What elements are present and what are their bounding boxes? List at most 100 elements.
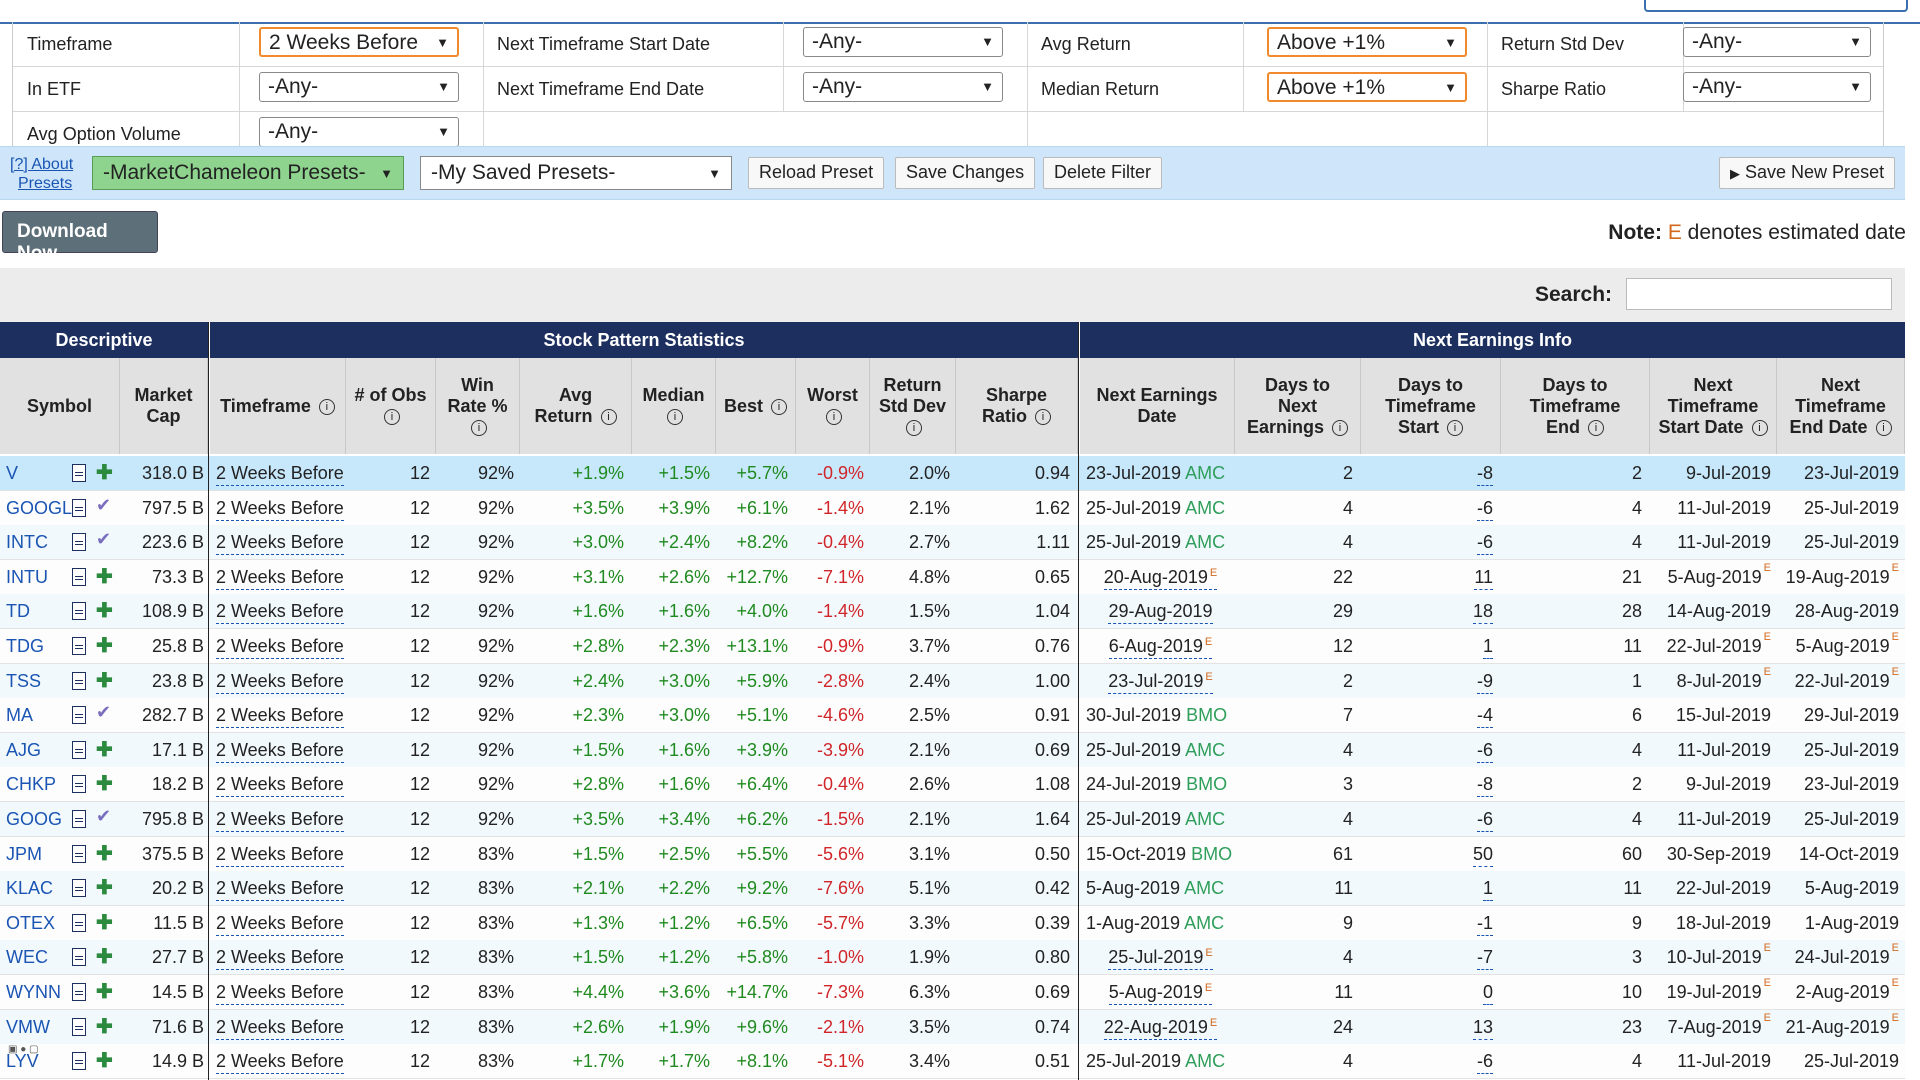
timeframe-link[interactable]: 2 Weeks Before <box>216 1049 344 1074</box>
my-presets-select[interactable]: -My Saved Presets- ▼ <box>420 156 732 190</box>
earnings-date[interactable]: 5-Aug-2019 E <box>1108 980 1213 1005</box>
in-etf-select[interactable]: -Any- ▼ <box>259 72 459 102</box>
header-med[interactable]: Median i <box>632 358 716 454</box>
days-to-start[interactable]: 1 <box>1482 634 1493 659</box>
days-to-start[interactable]: -7 <box>1476 945 1493 970</box>
document-icon[interactable] <box>72 602 86 620</box>
days-to-start[interactable]: -9 <box>1476 669 1493 694</box>
document-icon[interactable] <box>72 637 86 655</box>
save-changes-button[interactable]: Save Changes <box>895 157 1036 189</box>
mc-presets-select[interactable]: -MarketChameleon Presets- ▼ <box>92 156 404 190</box>
symbol-link[interactable]: KLAC <box>6 878 54 898</box>
header-d2n[interactable]: Days to Next Earnings i <box>1235 358 1361 454</box>
delete-filter-button[interactable]: Delete Filter <box>1043 157 1163 189</box>
add-watchlist-icon[interactable]: ✚ <box>96 877 113 899</box>
add-watchlist-icon[interactable]: ✚ <box>96 566 113 588</box>
header-ns[interactable]: Next Timeframe Start Date i <box>1650 358 1777 454</box>
earnings-date[interactable]: 20-Aug-2019 E <box>1103 565 1218 590</box>
add-watchlist-icon[interactable]: ✚ <box>96 635 113 657</box>
header-tf[interactable]: Timeframe i <box>210 358 346 454</box>
timeframe-link[interactable]: 2 Weeks Before <box>216 461 344 486</box>
document-icon[interactable] <box>72 741 86 759</box>
next-start-select[interactable]: -Any- ▼ <box>803 27 1003 57</box>
document-icon[interactable] <box>72 983 86 1001</box>
timeframe-link[interactable]: 2 Weeks Before <box>216 945 344 970</box>
timeframe-link[interactable]: 2 Weeks Before <box>216 772 344 797</box>
document-icon[interactable] <box>72 1052 86 1070</box>
document-icon[interactable] <box>72 914 86 932</box>
in-watchlist-check-icon[interactable]: ✔ <box>96 529 112 549</box>
info-icon[interactable]: i <box>771 398 788 415</box>
add-watchlist-icon[interactable]: ✚ <box>96 1016 113 1038</box>
days-to-start[interactable]: -6 <box>1476 530 1493 555</box>
timeframe-link[interactable]: 2 Weeks Before <box>216 738 344 763</box>
add-watchlist-icon[interactable]: ✚ <box>96 462 113 484</box>
header-win[interactable]: Win Rate % i <box>436 358 520 454</box>
avg-return-select[interactable]: Above +1% ▼ <box>1267 27 1467 57</box>
document-icon[interactable] <box>72 810 86 828</box>
document-icon[interactable] <box>72 568 86 586</box>
days-to-start[interactable]: 11 <box>1474 565 1493 590</box>
symbol-link[interactable]: CHKP <box>6 774 57 794</box>
add-watchlist-icon[interactable]: ✚ <box>96 981 113 1003</box>
document-icon[interactable] <box>72 1018 86 1036</box>
days-to-start[interactable]: -1 <box>1476 911 1493 936</box>
days-to-start[interactable]: -6 <box>1476 496 1493 521</box>
symbol-link[interactable]: GOOG <box>6 809 63 829</box>
info-icon[interactable]: i <box>318 398 335 415</box>
add-watchlist-icon[interactable]: ✚ <box>96 843 113 865</box>
info-icon[interactable]: i <box>906 419 922 436</box>
days-to-start[interactable]: 50 <box>1472 842 1493 867</box>
sharpe-select[interactable]: -Any- ▼ <box>1683 72 1871 102</box>
timeframe-link[interactable]: 2 Weeks Before <box>216 669 344 694</box>
add-watchlist-icon[interactable]: ✚ <box>96 946 113 968</box>
info-icon[interactable]: i <box>1588 419 1604 436</box>
earnings-date[interactable]: 25-Jul-2019 E <box>1108 945 1213 970</box>
info-icon[interactable]: i <box>1751 419 1768 436</box>
document-icon[interactable] <box>72 533 86 551</box>
earnings-date[interactable]: 6-Aug-2019 E <box>1108 634 1213 659</box>
reload-preset-button[interactable]: Reload Preset <box>748 157 885 189</box>
option-volume-select[interactable]: -Any- ▼ <box>259 117 459 147</box>
days-to-start[interactable]: 0 <box>1482 980 1493 1005</box>
header-best[interactable]: Best i <box>716 358 796 454</box>
symbol-link[interactable]: V <box>6 463 19 483</box>
header-d2s[interactable]: Days to Timeframe Start i <box>1361 358 1501 454</box>
median-return-select[interactable]: Above +1% ▼ <box>1267 72 1467 102</box>
document-icon[interactable] <box>72 775 86 793</box>
document-icon[interactable] <box>72 879 86 897</box>
symbol-link[interactable]: OTEX <box>6 913 56 933</box>
document-icon[interactable] <box>72 672 86 690</box>
next-end-select[interactable]: -Any- ▼ <box>803 72 1003 102</box>
timeframe-link[interactable]: 2 Weeks Before <box>216 911 344 936</box>
info-icon[interactable]: i <box>384 409 400 426</box>
days-to-start[interactable]: -6 <box>1476 807 1493 832</box>
info-icon[interactable]: i <box>471 419 487 436</box>
days-to-start[interactable]: 18 <box>1472 599 1493 624</box>
header-obs[interactable]: # of Obs i <box>346 358 436 454</box>
symbol-link[interactable]: WEC <box>6 947 48 967</box>
timeframe-link[interactable]: 2 Weeks Before <box>216 807 344 832</box>
about-presets-link[interactable]: [?] About Presets <box>10 155 73 193</box>
timeframe-link[interactable]: 2 Weeks Before <box>216 876 344 901</box>
symbol-link[interactable]: MA <box>6 705 33 725</box>
info-icon[interactable]: i <box>826 409 842 426</box>
info-icon[interactable]: i <box>667 409 683 426</box>
document-icon[interactable] <box>72 845 86 863</box>
add-watchlist-icon[interactable]: ✚ <box>96 600 113 622</box>
timeframe-link[interactable]: 2 Weeks Before <box>216 565 344 590</box>
timeframe-link[interactable]: 2 Weeks Before <box>216 496 344 521</box>
add-watchlist-icon[interactable]: ✚ <box>96 912 113 934</box>
document-icon[interactable] <box>72 499 86 517</box>
header-ned[interactable]: Next Earnings Date <box>1080 358 1235 454</box>
info-icon[interactable]: i <box>1035 409 1051 426</box>
timeframe-select[interactable]: 2 Weeks Before ▼ <box>259 27 459 57</box>
timeframe-link[interactable]: 2 Weeks Before <box>216 842 344 867</box>
symbol-link[interactable]: INTC <box>6 532 48 552</box>
days-to-start[interactable]: -4 <box>1476 703 1493 728</box>
info-icon[interactable]: i <box>600 409 617 426</box>
add-watchlist-icon[interactable]: ✚ <box>96 773 113 795</box>
timeframe-link[interactable]: 2 Weeks Before <box>216 1015 344 1040</box>
days-to-start[interactable]: 13 <box>1472 1015 1493 1040</box>
document-icon[interactable] <box>72 706 86 724</box>
